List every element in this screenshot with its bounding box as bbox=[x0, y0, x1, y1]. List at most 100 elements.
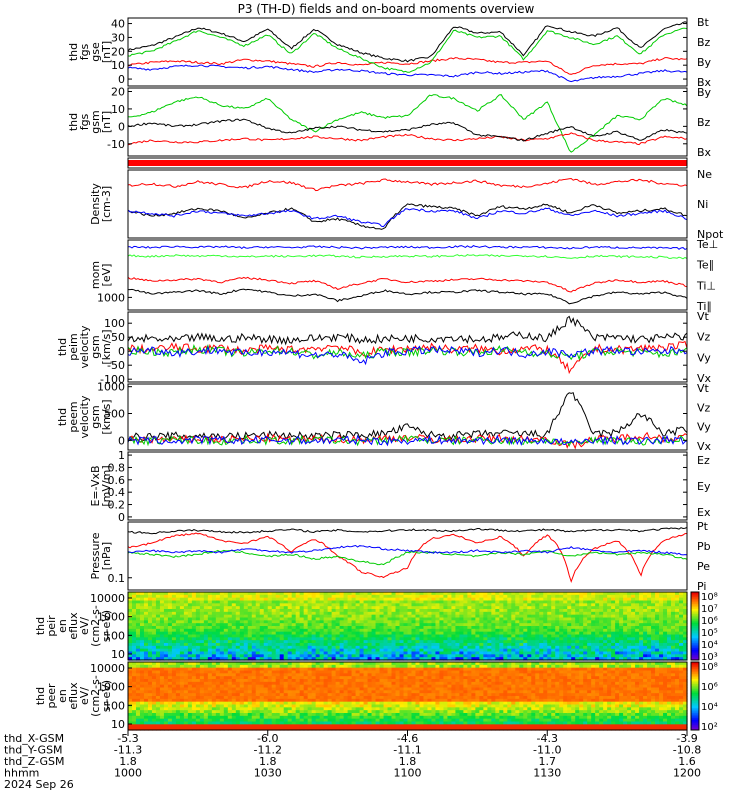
heatmap-cell bbox=[167, 724, 173, 728]
heatmap-cell bbox=[539, 594, 544, 599]
heatmap-cell bbox=[583, 645, 588, 650]
heatmap-cell bbox=[387, 592, 393, 596]
heatmap-cell bbox=[323, 698, 329, 703]
heatmap-cell bbox=[167, 626, 173, 630]
heatmap-cell bbox=[287, 648, 293, 653]
heatmap-cell bbox=[287, 614, 293, 619]
heatmap-cell bbox=[343, 667, 349, 672]
heatmap-cell bbox=[147, 707, 153, 711]
heatmap-cell bbox=[171, 651, 177, 655]
heatmap-cell bbox=[327, 640, 333, 644]
heatmap-cell bbox=[387, 654, 393, 658]
heatmap-cell bbox=[671, 628, 676, 633]
heatmap-cell bbox=[327, 637, 333, 641]
heatmap-cell bbox=[187, 597, 193, 602]
heatmap-cell bbox=[587, 626, 592, 630]
heatmap-cell bbox=[359, 611, 365, 616]
heatmap-cell bbox=[167, 657, 173, 661]
heatmap-cell bbox=[591, 637, 596, 641]
legend-label: Ne bbox=[697, 168, 712, 181]
heatmap-cell bbox=[247, 609, 253, 613]
heatmap-cell bbox=[615, 648, 620, 653]
heatmap-cell bbox=[207, 715, 213, 720]
heatmap-cell bbox=[343, 620, 349, 624]
heatmap-cell bbox=[411, 628, 417, 633]
heatmap-cell bbox=[187, 718, 193, 723]
heatmap-cell bbox=[255, 693, 261, 697]
heatmap-cell bbox=[455, 603, 461, 607]
heatmap-cell bbox=[283, 651, 289, 655]
heatmap-cell bbox=[347, 623, 353, 627]
heatmap-cell bbox=[487, 637, 492, 641]
heatmap-cell bbox=[519, 614, 524, 619]
heatmap-cell bbox=[179, 592, 185, 596]
heatmap-cell bbox=[387, 594, 393, 599]
heatmap-cell bbox=[479, 631, 484, 636]
heatmap-cell bbox=[251, 673, 257, 677]
heatmap-cell bbox=[363, 623, 369, 627]
heatmap-cell bbox=[499, 600, 504, 604]
legend-label: Ey bbox=[697, 480, 711, 493]
heatmap-cell bbox=[339, 676, 345, 680]
heatmap-cell bbox=[639, 609, 644, 613]
heatmap-cell bbox=[503, 606, 508, 610]
heatmap-cell bbox=[183, 594, 189, 599]
heatmap-cell bbox=[131, 657, 137, 661]
heatmap-cell bbox=[291, 701, 297, 706]
heatmap-cell bbox=[399, 634, 405, 638]
heatmap-cell bbox=[571, 614, 576, 619]
heatmap-cell bbox=[283, 676, 289, 680]
heatmap-cell bbox=[323, 679, 329, 683]
y-axis-label: gse bbox=[89, 42, 102, 62]
heatmap-cell bbox=[467, 634, 472, 638]
heatmap-cell bbox=[527, 592, 532, 596]
heatmap-cell bbox=[275, 609, 281, 613]
heatmap-cell bbox=[451, 592, 457, 596]
heatmap-cell bbox=[279, 673, 285, 677]
heatmap-cell bbox=[623, 648, 628, 653]
heatmap-cell bbox=[575, 651, 580, 655]
heatmap-cell bbox=[635, 645, 640, 650]
heatmap-cell bbox=[487, 631, 492, 636]
heatmap-cell bbox=[179, 727, 185, 731]
heatmap-cell bbox=[287, 679, 293, 683]
heatmap-cell bbox=[355, 617, 361, 621]
colorbar-tick-label: 10⁵ bbox=[701, 628, 718, 639]
colorbar-segment bbox=[691, 598, 699, 601]
heatmap-cell bbox=[679, 620, 684, 624]
heatmap-cell bbox=[279, 657, 285, 661]
heatmap-cell bbox=[247, 701, 253, 706]
y-axis-label: [nT] bbox=[100, 41, 113, 63]
heatmap-cell bbox=[303, 634, 309, 638]
heatmap-cell bbox=[199, 611, 205, 616]
heatmap-cell bbox=[567, 592, 572, 596]
heatmap-cell bbox=[128, 628, 133, 633]
heatmap-cell bbox=[215, 727, 221, 731]
heatmap-cell bbox=[455, 592, 461, 596]
heatmap-cell bbox=[175, 718, 181, 723]
legend-label: Te∥ bbox=[696, 259, 714, 272]
heatmap-cell bbox=[287, 684, 293, 689]
heatmap-cell bbox=[683, 594, 688, 599]
heatmap-cell bbox=[459, 648, 464, 653]
heatmap-cell bbox=[207, 609, 213, 613]
heatmap-cell bbox=[295, 715, 301, 720]
heatmap-cell bbox=[587, 600, 592, 604]
heatmap-cell bbox=[311, 651, 317, 655]
heatmap-cell bbox=[407, 617, 413, 621]
heatmap-cell bbox=[375, 594, 381, 599]
heatmap-cell bbox=[383, 657, 389, 661]
heatmap-cell bbox=[363, 634, 369, 638]
heatmap-cell bbox=[227, 684, 233, 689]
heatmap-cell bbox=[427, 637, 433, 641]
heatmap-cell bbox=[355, 648, 361, 653]
heatmap-cell bbox=[443, 594, 449, 599]
heatmap-cell bbox=[515, 600, 520, 604]
heatmap-cell bbox=[311, 707, 317, 711]
heatmap-cell bbox=[667, 620, 672, 624]
heatmap-cell bbox=[275, 710, 281, 714]
heatmap-cell bbox=[419, 628, 425, 633]
heatmap-cell bbox=[403, 592, 409, 596]
heatmap-cell bbox=[147, 620, 153, 624]
